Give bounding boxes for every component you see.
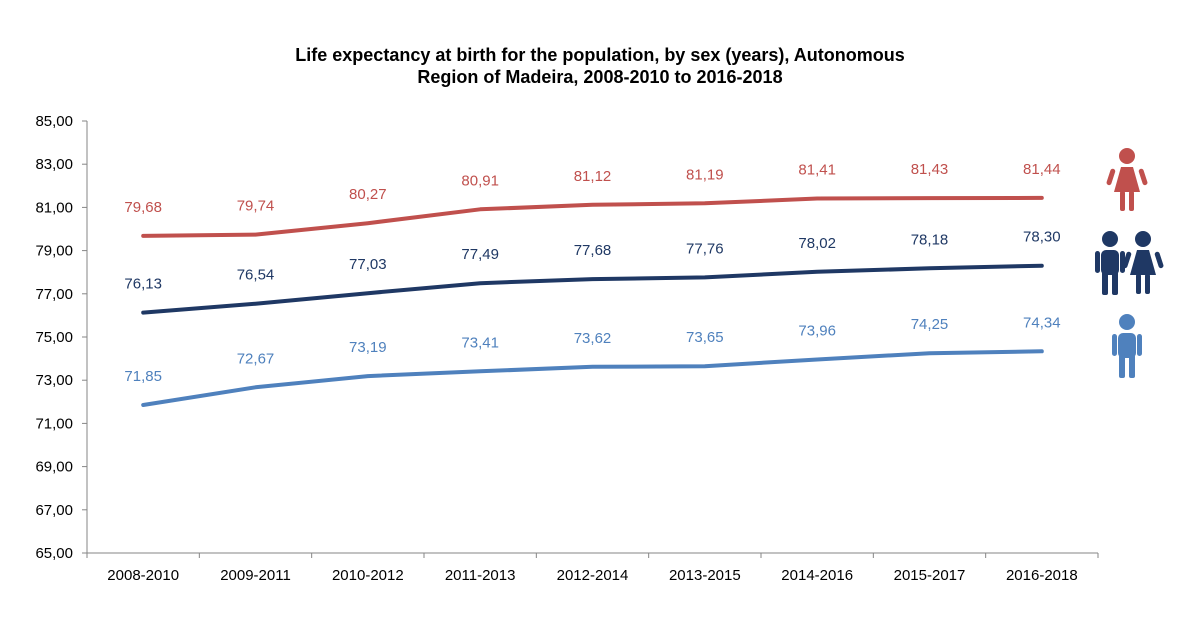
- data-label-female: 81,44: [1023, 161, 1061, 178]
- series-line-total: [141, 263, 1044, 315]
- data-label-total: 77,68: [574, 242, 612, 259]
- data-label-male: 74,25: [911, 316, 949, 333]
- data-label-female: 81,41: [798, 162, 836, 179]
- data-label-male: 73,41: [461, 334, 499, 351]
- x-tick-label: 2010-2012: [332, 567, 404, 584]
- data-label-male: 73,96: [798, 322, 836, 339]
- data-label-female: 80,91: [461, 172, 499, 189]
- data-label-female: 81,19: [686, 166, 724, 183]
- data-label-female: 79,68: [124, 199, 162, 216]
- data-label-male: 72,67: [237, 350, 275, 367]
- y-tick-label: 79,00: [35, 243, 73, 260]
- y-tick-label: 77,00: [35, 286, 73, 303]
- y-tick-label: 83,00: [35, 156, 73, 173]
- y-tick-label: 75,00: [35, 329, 73, 346]
- data-label-total: 78,18: [911, 231, 949, 248]
- x-tick-label: 2008-2010: [107, 567, 179, 584]
- data-label-female: 80,27: [349, 186, 387, 203]
- data-label-male: 74,34: [1023, 314, 1061, 331]
- x-tick-label: 2016-2018: [1006, 567, 1078, 584]
- x-tick-label: 2011-2013: [445, 567, 516, 584]
- data-label-female: 79,74: [237, 198, 275, 215]
- x-tick-label: 2014-2016: [781, 567, 853, 584]
- x-tick-label: 2009-2011: [220, 567, 291, 584]
- chart-title: Life expectancy at birth for the populat…: [0, 44, 1200, 88]
- data-label-male: 73,62: [574, 330, 612, 347]
- y-tick-label: 65,00: [35, 545, 73, 562]
- x-tick-label: 2013-2015: [669, 567, 741, 584]
- data-label-total: 77,49: [461, 246, 499, 263]
- data-label-total: 78,30: [1023, 229, 1061, 246]
- data-label-male: 73,65: [686, 329, 724, 346]
- data-label-total: 78,02: [798, 235, 836, 252]
- y-tick-label: 71,00: [35, 415, 73, 432]
- chart-title-line-2: Region of Madeira, 2008-2010 to 2016-201…: [417, 67, 783, 87]
- data-label-total: 76,54: [237, 267, 275, 284]
- data-label-female: 81,43: [911, 161, 949, 178]
- series-line-female: [141, 195, 1044, 238]
- female-icon: [1106, 148, 1148, 211]
- male-female-icon: [1095, 231, 1164, 295]
- data-label-male: 73,19: [349, 339, 387, 356]
- x-tick-label: 2012-2014: [557, 567, 629, 584]
- data-label-total: 77,03: [349, 256, 387, 273]
- y-tick-label: 73,00: [35, 372, 73, 389]
- chart-title-line-1: Life expectancy at birth for the populat…: [295, 45, 905, 65]
- y-tick-label: 81,00: [35, 199, 73, 216]
- x-tick-label: 2015-2017: [894, 567, 966, 584]
- y-tick-label: 85,00: [35, 113, 73, 130]
- male-icon: [1112, 314, 1142, 378]
- data-label-male: 71,85: [124, 368, 162, 385]
- series-line-male: [141, 349, 1044, 407]
- data-label-total: 77,76: [686, 240, 724, 257]
- y-tick-label: 69,00: [35, 459, 73, 476]
- y-tick-label: 67,00: [35, 502, 73, 519]
- data-label-female: 81,12: [574, 168, 612, 185]
- data-label-total: 76,13: [124, 276, 162, 293]
